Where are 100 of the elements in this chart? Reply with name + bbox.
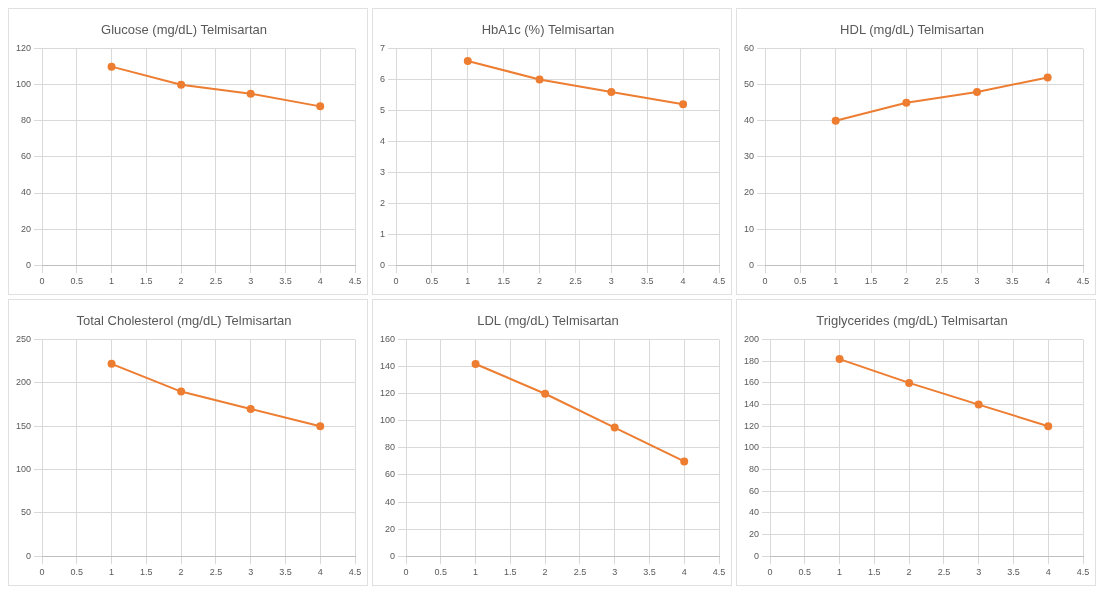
x-tick-label: 3 [248,567,254,578]
x-tick-label: 1 [833,276,839,287]
x-tick-label: 3.5 [643,567,656,578]
x-tick-label: 1.5 [140,276,153,287]
x-tick-label: 1.5 [864,276,878,287]
point [316,102,325,111]
x-tick-label: 3.5 [1007,567,1020,578]
y-tick-label: 2 [379,197,386,208]
y-tick-label: 6 [379,74,386,85]
x-tick-label: 2 [903,276,909,287]
point [902,98,911,107]
y-tick-label: 4 [379,135,386,146]
point [974,400,983,409]
y-tick-label: 80 [749,464,760,475]
x-tick-label: 2 [542,567,548,578]
y-tick-label: 140 [743,399,760,410]
x-tick-label: 3.5 [640,276,654,287]
x-tick-label: 0.5 [425,276,439,287]
y-tick-label: 180 [743,355,760,366]
point [679,100,688,109]
y-tick-label: 160 [743,377,760,388]
x-tick-label: 1.5 [868,567,881,578]
x-tick-label: 3 [248,276,254,287]
x-tick-label: 3 [974,276,980,287]
x-tick-label: 2 [178,276,184,287]
x-tick-label: 1.5 [140,567,153,578]
y-tick-label: 3 [379,166,386,177]
y-tick-label: 40 [21,187,32,198]
y-tick-label: 100 [15,464,32,475]
x-tick-label: 1 [837,567,843,578]
y-tick-label: 60 [749,485,760,496]
point [246,404,255,413]
point [831,116,840,125]
y-tick-label: 7 [379,43,386,54]
point [107,62,116,71]
y-tick-label: 100 [379,415,396,426]
y-tick-label: 0 [749,259,755,270]
point [607,87,616,96]
chart-title: HDL (mg/dL) Telmisartan [840,22,984,38]
point [541,389,550,398]
x-tick-label: 2 [178,567,184,578]
point [246,89,255,98]
x-tick-label: 4.5 [1076,567,1090,578]
point [1044,422,1053,431]
y-tick-label: 100 [743,442,760,453]
y-tick-label: 80 [385,442,396,453]
x-tick-label: 4 [317,567,323,578]
x-tick-label: 3 [976,567,982,578]
point [610,423,619,432]
chart-title: HbA1c (%) Telmisartan [481,22,615,38]
x-tick-label: 4 [680,276,686,287]
x-tick-label: 1 [109,567,115,578]
x-tick-label: 1.5 [504,567,517,578]
x-tick-label: 4.5 [348,567,362,578]
point [835,355,844,364]
y-tick-label: 0 [754,550,760,561]
y-tick-label: 20 [744,187,755,198]
y-tick-label: 0 [390,550,396,561]
y-tick-label: 160 [379,334,396,345]
x-tick-label: 4.5 [712,276,726,287]
x-tick-label: 2.5 [209,276,223,287]
x-tick-label: 2.5 [569,276,582,287]
y-tick-label: 5 [379,104,386,115]
y-tick-label: 60 [21,151,32,162]
y-tick-label: 40 [744,115,755,126]
y-tick-label: 20 [385,523,396,534]
point [316,422,325,431]
y-tick-label: 20 [749,529,760,540]
x-tick-label: 3.5 [279,276,292,287]
y-tick-label: 60 [385,469,396,480]
chart-title: LDL (mg/dL) Telmisartan [477,313,619,329]
x-tick-label: 3.5 [279,567,292,578]
point [107,359,116,368]
y-tick-label: 100 [15,79,32,90]
y-tick-label: 200 [15,377,32,388]
point [905,378,914,387]
x-tick-label: 2 [537,276,543,287]
x-tick-label: 1 [473,567,479,578]
chart-title: Glucose (mg/dL) Telmisartan [101,22,267,38]
x-tick-label: 1 [465,276,471,287]
x-tick-label: 3 [608,276,614,287]
x-tick-label: 2.5 [937,567,951,578]
y-tick-label: 0 [379,259,386,270]
x-tick-label: 0.5 [70,276,84,287]
point [471,359,480,368]
y-tick-label: 250 [15,334,32,345]
y-tick-label: 200 [743,334,760,345]
y-tick-label: 120 [379,388,396,399]
point [680,457,689,466]
x-tick-label: 2.5 [209,567,223,578]
x-tick-label: 4.5 [1076,276,1090,287]
y-tick-label: 80 [21,115,32,126]
y-tick-label: 1 [379,228,386,239]
y-tick-label: 150 [15,420,32,431]
x-tick-label: 1 [109,276,115,287]
y-tick-label: 20 [21,223,32,234]
x-tick-label: 0.5 [70,567,84,578]
point [535,75,544,84]
chart-title: Total Cholesterol (mg/dL) Telmisartan [76,313,292,329]
y-tick-label: 40 [749,507,760,518]
